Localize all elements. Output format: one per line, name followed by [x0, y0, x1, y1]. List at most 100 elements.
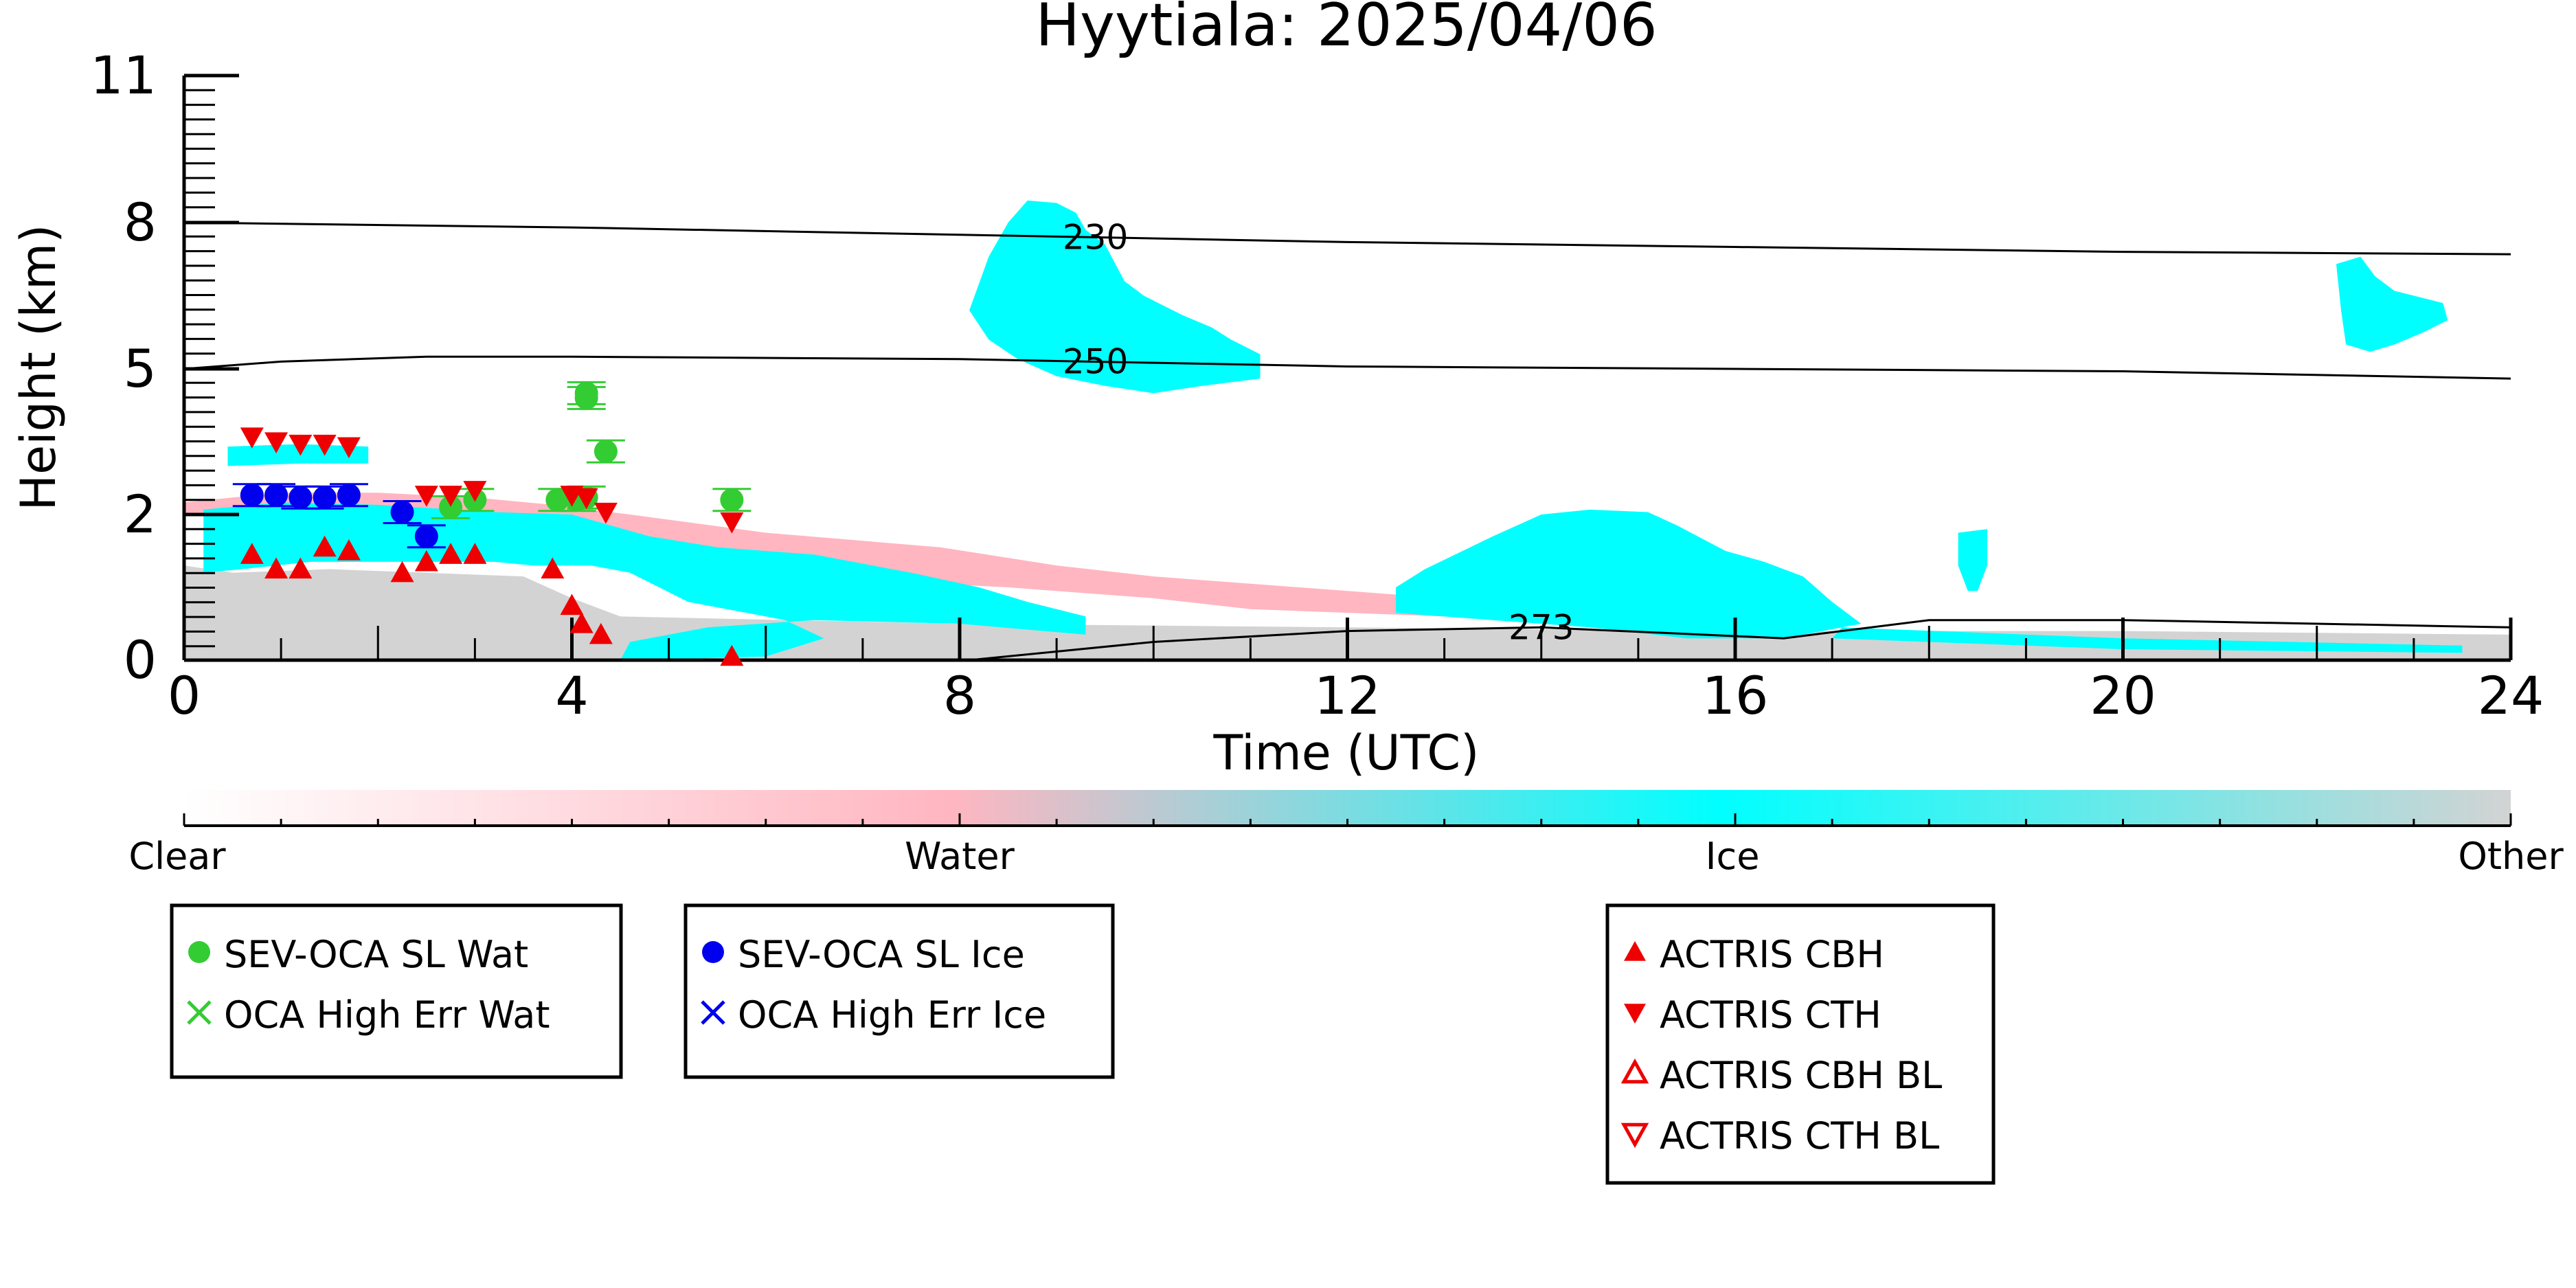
legend-marker — [1624, 941, 1646, 961]
actris-cth-point — [289, 434, 313, 456]
x-axis-label: Time (UTC) — [1213, 725, 1480, 781]
colorbar-gradient — [184, 790, 2511, 824]
legend-label: SEV-OCA SL Ice — [738, 933, 1025, 976]
cloud-region-ice — [1396, 509, 1862, 639]
legend-label: ACTRIS CBH — [1660, 933, 1884, 976]
colorbar-label-ice: Ice — [1706, 835, 1760, 878]
sev-oca-sl-ice-point — [264, 483, 289, 507]
legend-label: OCA High Err Wat — [224, 993, 550, 1037]
temperature-contours — [184, 221, 2511, 660]
colorbar-label-other: Other — [2458, 835, 2564, 878]
x-tick-label: 8 — [943, 665, 976, 726]
sev-oca-sl-wat-point — [545, 488, 569, 512]
legend-entry: ACTRIS CBH — [1624, 933, 1884, 976]
legend-label: ACTRIS CTH — [1660, 993, 1882, 1037]
contour-label: 230 — [1063, 217, 1128, 257]
sev-oca-sl-wat-point — [574, 381, 598, 405]
cloud-region-ice — [969, 200, 1261, 394]
sev-oca-sl-ice-point — [337, 483, 361, 507]
legend-marker — [1620, 1058, 1649, 1084]
legend-entry: OCA High Err Ice — [701, 993, 1046, 1037]
legend-frame — [683, 903, 1115, 1079]
legend-label: ACTRIS CBH BL — [1660, 1054, 1942, 1097]
actris-cbh-point — [589, 622, 613, 644]
actris-cbh-point — [390, 561, 414, 583]
actris-cth-point — [264, 432, 289, 453]
colorbar-label-clear: Clear — [128, 835, 226, 878]
temperature-contour-line — [184, 221, 2511, 256]
actris-cth-point — [439, 486, 463, 507]
y-tick-label: 8 — [124, 192, 157, 253]
legend-entry: ACTRIS CBH BL — [1620, 1054, 1942, 1097]
legend-entry: OCA High Err Wat — [187, 993, 550, 1037]
legend-marker — [1620, 1122, 1649, 1149]
legend-entry: SEV-OCA SL Ice — [702, 933, 1025, 976]
contour-label: 250 — [1063, 342, 1128, 382]
cloud-region-ice — [1958, 529, 1987, 591]
legend-frame — [1605, 903, 1996, 1185]
cloud-regions — [184, 200, 2511, 660]
legend-marker — [187, 1000, 212, 1025]
y-axis-label: Height (km) — [10, 225, 67, 511]
data-markers — [232, 381, 752, 666]
legend-entry: SEV-OCA SL Wat — [188, 933, 528, 976]
sev-oca-sl-ice-point — [313, 486, 337, 510]
legend-entry: ACTRIS CTH BL — [1620, 1114, 1939, 1157]
sev-oca-sl-ice-point — [390, 500, 414, 524]
actris-cbh-point — [720, 644, 744, 666]
actris-cbh-point — [463, 543, 487, 564]
legend-box: ACTRIS CBH ACTRIS CTH ACTRIS CBH BL ACTRIS … — [1605, 903, 1996, 1185]
legend-entry: ACTRIS CTH — [1624, 993, 1882, 1037]
legend-label: ACTRIS CTH BL — [1660, 1114, 1939, 1157]
colorbar-ticks — [183, 813, 2512, 826]
x-tick-label: 24 — [2478, 665, 2544, 726]
y-tick-label: 5 — [124, 338, 157, 399]
actris-cth-point — [337, 437, 361, 459]
chart-title: Hyytiala: 2025/04/06 — [1035, 0, 1657, 60]
colorbar: Clear Water Ice Other — [128, 790, 2564, 878]
legend-label: OCA High Err Ice — [738, 993, 1046, 1037]
x-tick-label: 20 — [2090, 665, 2156, 726]
actris-cth-point — [720, 512, 744, 534]
actris-cth-point — [463, 481, 487, 502]
temperature-contour-line — [184, 355, 2511, 380]
actris-cth-point — [240, 427, 264, 449]
actris-cth-point — [414, 486, 438, 507]
x-tick-label: 12 — [1314, 665, 1381, 726]
actris-cbh-point — [569, 612, 594, 633]
actris-cbh-point — [541, 557, 565, 579]
actris-cbh-point — [337, 539, 361, 561]
cloud-region-ice — [2336, 256, 2448, 352]
sev-oca-sl-wat-point — [439, 495, 463, 519]
actris-cbh-point — [414, 550, 438, 572]
sev-oca-sl-ice-point — [289, 486, 313, 510]
plot-area — [184, 200, 2511, 660]
sev-oca-sl-wat-point — [594, 440, 618, 464]
legend-marker — [188, 941, 210, 963]
y-tick-label: 2 — [124, 484, 157, 545]
temperature-contour-line — [969, 619, 2511, 660]
actris-cbh-point — [439, 543, 463, 564]
actris-cbh-point — [264, 557, 289, 579]
x-tick-label: 0 — [168, 665, 201, 726]
actris-cth-point — [313, 434, 337, 456]
sev-oca-sl-ice-point — [414, 524, 438, 548]
actris-cth-point — [594, 502, 618, 524]
legend-label: SEV-OCA SL Wat — [224, 933, 528, 976]
legend-marker — [701, 1000, 725, 1025]
colorbar-label-water: Water — [905, 835, 1015, 878]
legend-marker — [702, 941, 724, 963]
y-tick-label: 11 — [90, 45, 157, 106]
actris-cbh-point — [240, 543, 264, 564]
actris-cbh-point — [560, 594, 584, 615]
legend-box: SEV-OCA SL Wat OCA High Err Wat — [170, 903, 623, 1079]
actris-cbh-point — [289, 557, 313, 579]
y-tick-label: 0 — [124, 629, 157, 690]
legend-marker — [1624, 1004, 1646, 1024]
sev-oca-sl-wat-point — [720, 488, 744, 512]
sev-oca-sl-ice-point — [240, 483, 264, 507]
actris-cth-point — [574, 488, 598, 510]
cloud-region-ice — [227, 444, 369, 466]
